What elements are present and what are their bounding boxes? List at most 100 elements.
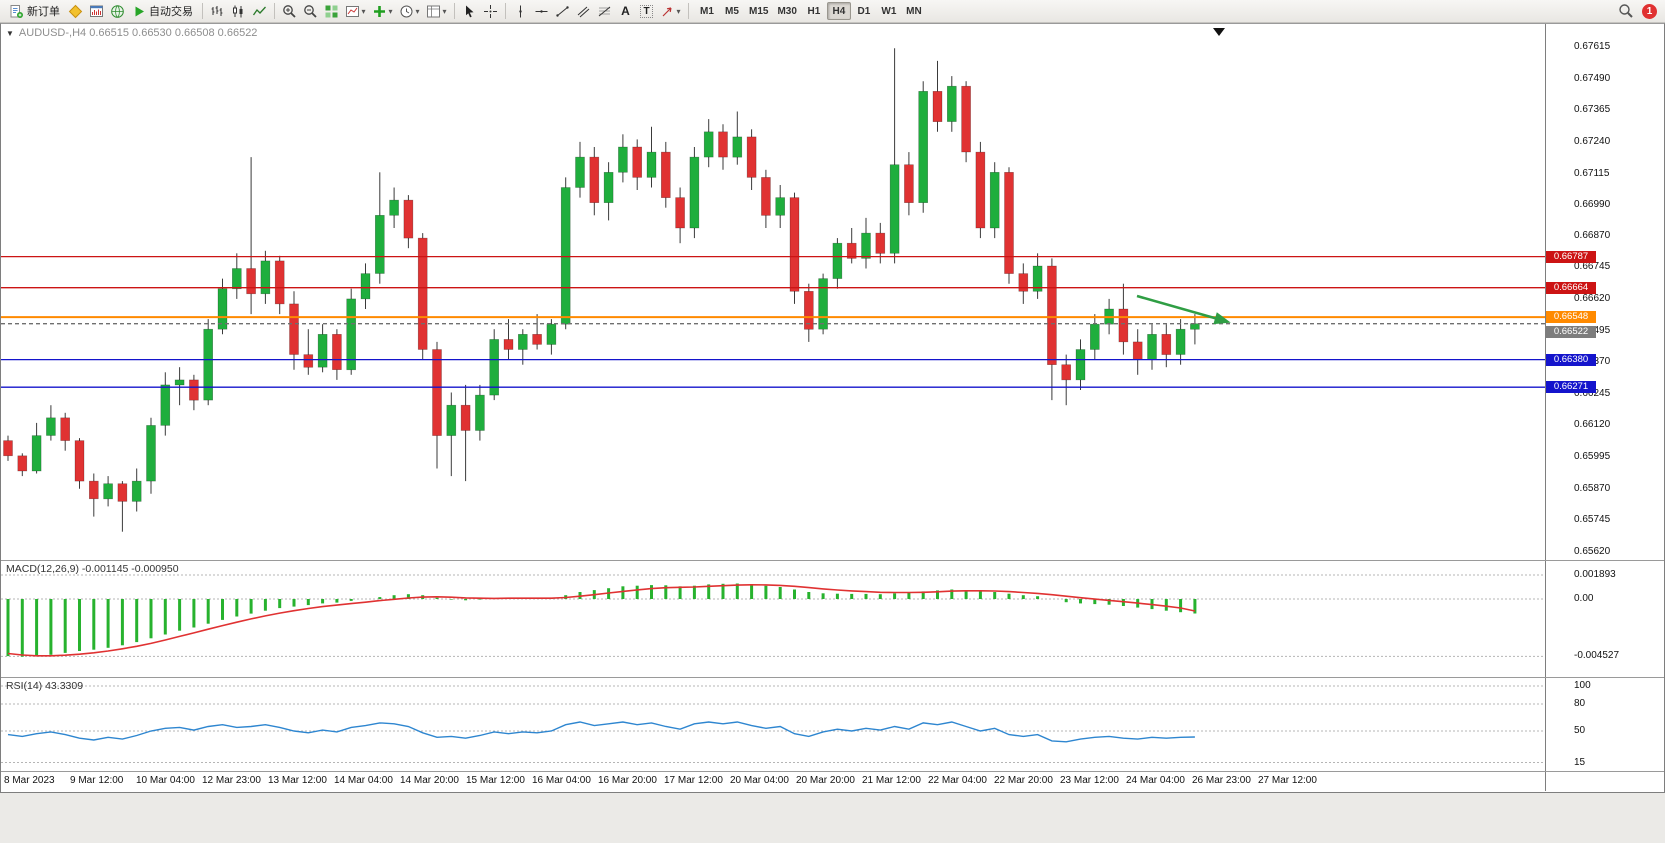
price-tick-label: 0.65995 <box>1574 451 1611 462</box>
macd-signal-line <box>7 583 1196 657</box>
macd-tick-label: 0.00 <box>1574 593 1594 604</box>
timeframe-button-mn[interactable]: MN <box>902 2 926 20</box>
crosshair-icon[interactable] <box>480 1 501 21</box>
rsi-canvas[interactable] <box>1 678 1546 771</box>
notification-badge[interactable]: 1 <box>1642 3 1657 19</box>
timeframe-button-h4[interactable]: H4 <box>826 2 851 20</box>
add-indicator-icon[interactable]: ▾ <box>369 1 396 21</box>
time-axis[interactable]: 8 Mar 2023 9 Mar 12:00 10 Mar 04:00 12 Mar … <box>1 772 1664 791</box>
timeframe-button-h1[interactable]: H1 <box>802 2 826 20</box>
chevron-down-icon: ▾ <box>442 6 447 16</box>
time-axis-label: 16 Mar 20:00 <box>598 775 657 786</box>
tile-windows-icon[interactable] <box>321 1 342 21</box>
macd-axis: 0.001893 0.00 -0.004527 <box>1545 561 1664 677</box>
timeframe-button-m15[interactable]: M15 <box>745 2 772 20</box>
indicators-list-icon[interactable]: ▾ <box>342 1 369 21</box>
time-axis-label: 10 Mar 04:00 <box>136 775 195 786</box>
toolbar-separator <box>274 3 275 19</box>
timeframe-button-w1[interactable]: W1 <box>877 2 901 20</box>
market-watch-icon[interactable] <box>65 1 86 21</box>
price-tick-label: 0.67615 <box>1574 41 1611 52</box>
chart-title: AUDUSD-,H4 0.66515 0.66530 0.66508 0.665… <box>18 27 258 39</box>
templates-icon[interactable]: ▾ <box>423 1 450 21</box>
line-chart-type-icon[interactable] <box>249 1 270 21</box>
price-chart-panel[interactable]: ▼ AUDUSD-,H4 0.66515 0.66530 0.66508 0.6… <box>1 24 1664 561</box>
window-background <box>0 793 1665 842</box>
time-axis-label: 20 Mar 04:00 <box>730 775 789 786</box>
main-toolbar: 新订单 自动交易 ▾ ▾ ▾ ▾ A T ▾ M1 M5 M15 M30 H1 H4 D1 W… <box>0 0 1665 23</box>
auto-trading-button[interactable]: 自动交易 <box>128 1 198 21</box>
new-order-label: 新订单 <box>27 6 60 18</box>
price-line-badge: 0.66380 <box>1546 354 1596 366</box>
toolbar-right-group: 1 <box>1618 3 1661 19</box>
time-axis-label: 9 Mar 12:00 <box>70 775 124 786</box>
macd-canvas[interactable] <box>1 561 1546 677</box>
search-icon[interactable] <box>1618 3 1634 19</box>
auto-trading-play-icon <box>133 5 146 18</box>
channel-icon[interactable] <box>573 1 594 21</box>
fibonacci-icon[interactable] <box>594 1 615 21</box>
time-axis-label: 14 Mar 20:00 <box>400 775 459 786</box>
arrows-icon[interactable]: ▾ <box>657 1 684 21</box>
time-axis-label: 15 Mar 12:00 <box>466 775 525 786</box>
trend-arrow-annotation[interactable] <box>1136 294 1231 325</box>
trendline-icon[interactable] <box>552 1 573 21</box>
cursor-icon[interactable] <box>459 1 480 21</box>
price-tick-label: 0.66620 <box>1574 293 1611 304</box>
text-label-icon[interactable]: T <box>636 1 657 21</box>
price-chart-canvas[interactable] <box>1 24 1546 560</box>
price-tick-label: 0.65745 <box>1574 514 1611 525</box>
price-line-badge: 0.66522 <box>1546 326 1596 338</box>
time-axis-label: 14 Mar 04:00 <box>334 775 393 786</box>
chart-header: ▼ AUDUSD-,H4 0.66515 0.66530 0.66508 0.6… <box>6 27 257 39</box>
price-line-badge: 0.66548 <box>1546 311 1596 323</box>
chevron-down-icon: ▾ <box>415 6 420 16</box>
timeframe-group: M1 M5 M15 M30 H1 H4 D1 W1 MN <box>695 2 926 20</box>
time-axis-label: 21 Mar 12:00 <box>862 775 921 786</box>
shift-marker-icon <box>1213 28 1225 36</box>
macd-tick-label: -0.004527 <box>1574 650 1620 661</box>
price-tick-label: 0.65870 <box>1574 483 1611 494</box>
timeframe-button-d1[interactable]: D1 <box>852 2 876 20</box>
price-tick-label: 0.67490 <box>1574 73 1611 84</box>
time-axis-label: 12 Mar 23:00 <box>202 775 261 786</box>
horizontal-line-icon[interactable] <box>531 1 552 21</box>
time-axis-label: 26 Mar 23:00 <box>1192 775 1251 786</box>
time-axis-label: 27 Mar 12:00 <box>1258 775 1317 786</box>
time-axis-label: 24 Mar 04:00 <box>1126 775 1185 786</box>
time-axis-label: 13 Mar 12:00 <box>268 775 327 786</box>
chart-window: ▼ AUDUSD-,H4 0.66515 0.66530 0.66508 0.6… <box>0 23 1665 793</box>
toolbar-separator <box>202 3 203 19</box>
macd-panel[interactable]: MACD(12,26,9) -0.001145 -0.000950 0.0018… <box>1 561 1664 678</box>
zoom-out-icon[interactable] <box>300 1 321 21</box>
rsi-panel[interactable]: RSI(14) 43.3309 100 80 50 15 <box>1 678 1664 772</box>
rsi-tick-label: 100 <box>1574 680 1591 691</box>
vertical-line-icon[interactable] <box>510 1 531 21</box>
price-tick-label: 0.65620 <box>1574 546 1611 557</box>
rsi-tick-label: 50 <box>1574 725 1586 736</box>
timeframe-button-m5[interactable]: M5 <box>720 2 744 20</box>
chart-window-icon[interactable] <box>86 1 107 21</box>
zoom-in-icon[interactable] <box>279 1 300 21</box>
new-order-button[interactable]: 新订单 <box>4 1 65 21</box>
time-axis-label: 8 Mar 2023 <box>4 775 55 786</box>
price-line-badge: 0.66271 <box>1546 381 1596 393</box>
auto-trading-label: 自动交易 <box>149 6 193 18</box>
time-axis-corner <box>1545 772 1664 791</box>
price-tick-label: 0.66745 <box>1574 261 1611 272</box>
timeframe-button-m30[interactable]: M30 <box>773 2 800 20</box>
candles[interactable] <box>3 48 1200 532</box>
candlestick-type-icon[interactable] <box>228 1 249 21</box>
periods-icon[interactable]: ▾ <box>396 1 423 21</box>
price-tick-label: 0.67240 <box>1574 136 1611 147</box>
price-tick-label: 0.67115 <box>1574 168 1610 179</box>
text-icon[interactable]: A <box>621 4 630 18</box>
timeframe-button-m1[interactable]: M1 <box>695 2 719 20</box>
rsi-tick-label: 80 <box>1574 698 1586 709</box>
price-tick-label: 0.66870 <box>1574 230 1611 241</box>
bar-chart-type-icon[interactable] <box>207 1 228 21</box>
terminal-icon[interactable] <box>107 1 128 21</box>
chart-dropdown-icon[interactable]: ▼ <box>6 28 14 38</box>
price-axis: 0.67615 0.67490 0.67365 0.67240 0.67115 0.669… <box>1545 24 1664 560</box>
rsi-tick-label: 15 <box>1574 757 1586 768</box>
